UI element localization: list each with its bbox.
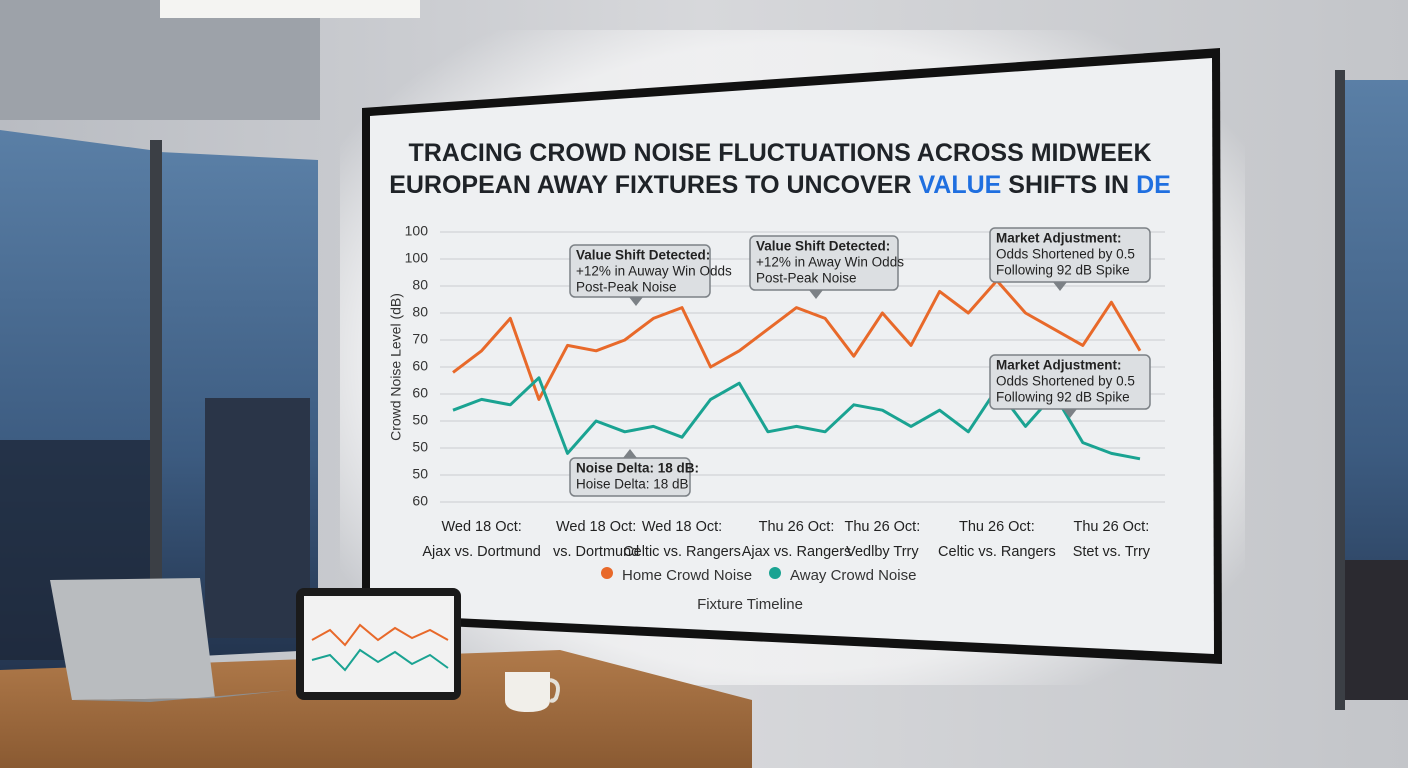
y-tick-label: 50 xyxy=(412,439,428,455)
chart-title: TRACING CROWD NOISE FLUCTUATIONS ACROSS … xyxy=(408,139,1151,167)
laptop xyxy=(50,578,215,700)
window-frame xyxy=(150,140,162,670)
annotation-text: Value Shift Detected: xyxy=(576,248,710,263)
screen xyxy=(370,58,1214,654)
legend-label: Home Crowd Noise xyxy=(622,567,752,584)
annotation-pointer xyxy=(1053,282,1067,291)
title-part: EUROPEAN AWAY FIXTURES TO UNCOVER xyxy=(389,171,918,199)
y-tick-label: 70 xyxy=(412,331,428,347)
annotation-box xyxy=(569,457,691,497)
x-tick-label: Ajax vs. Dortmund xyxy=(422,544,540,560)
x-tick-label: Thu 26 Oct: xyxy=(1073,519,1149,535)
building xyxy=(205,398,310,638)
x-tick-label: Ajax vs. Rangers xyxy=(742,544,852,560)
x-tick-label: Thu 26 Oct: xyxy=(759,519,835,535)
x-axis-label: Fixture Timeline xyxy=(697,596,803,613)
annotation-text: +12% in Away Win Odds xyxy=(756,255,904,270)
annotation-box xyxy=(569,244,711,298)
y-tick-label: 60 xyxy=(412,358,428,374)
x-tick-label: vs. Dortmund xyxy=(553,544,639,560)
annotation-text: Following 92 dB Spike xyxy=(996,263,1130,278)
annotation-box xyxy=(989,227,1151,283)
y-tick-label: 80 xyxy=(412,304,428,320)
x-tick-label: Thu 26 Oct: xyxy=(844,519,920,535)
tablet-screen xyxy=(304,596,454,692)
x-tick-label: Stet vs. Trry xyxy=(1073,544,1151,560)
tablet-line xyxy=(311,623,449,647)
window-frame xyxy=(1335,70,1345,710)
tablet-line xyxy=(311,648,449,672)
annotation-text: Noise Delta: 18 dB: xyxy=(576,461,699,476)
x-tick-label: Wed 18 Oct: xyxy=(556,519,636,535)
annotation-text: Hoise Delta: 18 dB xyxy=(576,477,689,492)
annotation-text: Value Shift Detected: xyxy=(756,239,890,254)
legend-swatch xyxy=(601,567,613,579)
chart: TRACING CROWD NOISE FLUCTUATIONS ACROSS … xyxy=(388,139,1171,613)
x-tick-label: Celtic vs. Rangers xyxy=(623,544,741,560)
title-part: DE xyxy=(1136,171,1171,199)
annotation-text: Odds Shortened by 0.5 xyxy=(996,247,1135,262)
chart-title: EUROPEAN AWAY FIXTURES TO UNCOVER VALUE … xyxy=(389,171,1171,199)
y-tick-label: 100 xyxy=(405,223,429,239)
y-tick-label: 50 xyxy=(412,466,428,482)
annotation-text: Post-Peak Noise xyxy=(576,280,677,295)
title-part: SHIFTS IN xyxy=(1001,171,1136,199)
x-tick-label: Wed 18 Oct: xyxy=(441,519,521,535)
ceiling xyxy=(0,0,320,120)
annotation-pointer xyxy=(629,297,643,306)
title-part: TRACING CROWD NOISE FLUCTUATIONS ACROSS … xyxy=(408,139,1151,167)
y-tick-label: 60 xyxy=(412,493,428,509)
y-tick-label: 100 xyxy=(405,250,429,266)
title-part: VALUE xyxy=(918,171,1001,199)
annotation-pointer xyxy=(623,449,637,458)
y-tick-label: 60 xyxy=(412,385,428,401)
annotation-text: Market Adjustment: xyxy=(996,231,1122,246)
annotation-text: Following 92 dB Spike xyxy=(996,390,1130,405)
annotation-box xyxy=(749,235,899,291)
mug xyxy=(505,672,550,712)
annotation-box xyxy=(989,354,1151,410)
series-line xyxy=(452,376,1141,461)
annotation-text: Post-Peak Noise xyxy=(756,271,857,286)
mug-handle xyxy=(548,678,560,703)
annotation-text: +12% in Auway Win Odds xyxy=(576,264,732,279)
annotation-pointer xyxy=(809,290,823,299)
annotation-text: Market Adjustment: xyxy=(996,358,1122,373)
city xyxy=(1345,560,1408,700)
x-tick-label: Vedlby Trry xyxy=(846,544,919,560)
x-tick-label: Wed 18 Oct: xyxy=(642,519,722,535)
series-line xyxy=(452,279,1142,401)
y-tick-label: 50 xyxy=(412,412,428,428)
legend-swatch xyxy=(769,567,781,579)
y-tick-label: 80 xyxy=(412,277,428,293)
annotation-pointer xyxy=(1063,409,1077,418)
x-tick-label: Celtic vs. Rangers xyxy=(938,544,1056,560)
annotation-text: Odds Shortened by 0.5 xyxy=(996,374,1135,389)
x-tick-label: Thu 26 Oct: xyxy=(959,519,1035,535)
legend-label: Away Crowd Noise xyxy=(790,567,916,584)
y-axis-label: Crowd Noise Level (dB) xyxy=(388,293,404,441)
ceiling-light xyxy=(160,0,420,18)
